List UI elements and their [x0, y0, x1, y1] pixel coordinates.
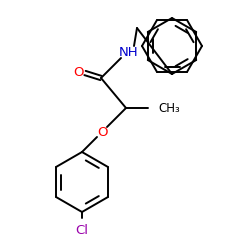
Text: O: O [73, 66, 83, 80]
Text: NH: NH [119, 46, 139, 60]
Text: Cl: Cl [76, 224, 88, 237]
Text: CH₃: CH₃ [158, 102, 180, 114]
Text: O: O [97, 126, 107, 138]
